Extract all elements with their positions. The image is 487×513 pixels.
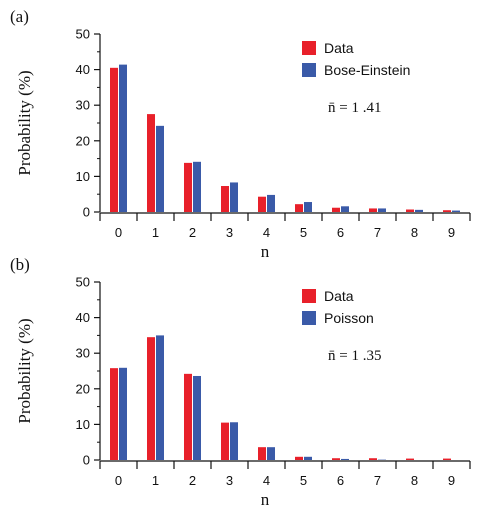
x-axis-title: n [261,242,270,261]
x-tick-label: 1 [152,225,159,240]
bar-model-n1 [156,335,164,460]
chart-panel-a: (a) 0 10 20 30 40 50 0 1 2 3 4 5 6 7 8 9 Probability (%) n… [10,7,471,261]
bar-data-n2 [184,162,192,212]
bar-model-n6 [341,206,349,212]
legend-swatch-data [302,289,316,303]
x-tick-label: 3 [226,473,233,488]
x-tick-label: 9 [448,473,455,488]
bar-data-n6 [332,207,340,212]
bar-data-n4 [258,196,266,212]
bar-data-n0 [110,368,118,460]
x-tick-label: 2 [189,225,196,240]
y-tick-label: 0 [83,453,90,468]
bar-model-n1 [156,125,164,212]
legend-label-data: Data [324,288,354,304]
x-tick-label: 3 [226,225,233,240]
x-tick-label: 9 [448,225,455,240]
bar-data-n1 [147,337,155,460]
x-tick-label: 4 [263,473,270,488]
bar-data-n8 [406,458,414,460]
bar-data-n6 [332,458,340,460]
x-tick-label: 7 [374,473,381,488]
bar-model-n2 [193,375,201,460]
y-axis-title: Probability (%) [15,70,34,175]
x-tick-label: 8 [411,225,418,240]
mean-annotation: n̄ = 1 .35 [328,348,381,364]
bar-model-n3 [230,422,238,460]
x-tick-label: 5 [300,225,307,240]
bar-model-n8 [415,209,423,212]
legend-label-model: Poisson [324,310,374,326]
panel-label: (b) [10,255,30,274]
bar-model-n7 [378,208,386,212]
x-tick-label: 2 [189,473,196,488]
y-tick-label: 40 [76,62,90,77]
y-tick-label: 40 [76,310,90,325]
legend-swatch-model [302,63,316,77]
y-tick-label: 20 [76,381,90,396]
bar-data-n0 [110,67,118,212]
x-tick-label: 4 [263,225,270,240]
legend-label-model: Bose-Einstein [324,62,410,78]
x-tick-label: 8 [411,473,418,488]
chart-panel-b: (b) 0 10 20 30 40 50 0 1 2 3 4 5 6 7 8 9 Probability (%) n… [10,255,471,509]
bar-model-n5 [304,456,312,460]
bar-model-n6 [341,458,349,460]
x-tick-label: 5 [300,473,307,488]
bar-data-n9 [443,458,451,460]
bar-data-n5 [295,204,303,212]
bar-model-n2 [193,161,201,212]
mean-annotation: n̄ = 1 .41 [328,100,381,116]
x-tick-label: 0 [115,473,122,488]
bar-model-n5 [304,202,312,212]
x-tick-label: 1 [152,473,159,488]
legend-swatch-data [302,41,316,55]
bar-data-n1 [147,114,155,212]
bar-data-n3 [221,422,229,460]
bar-data-n8 [406,209,414,212]
bar-data-n5 [295,456,303,460]
bar-data-n7 [369,208,377,212]
bar-model-n3 [230,182,238,212]
y-tick-label: 50 [76,275,90,290]
x-tick-label: 0 [115,225,122,240]
bar-data-n7 [369,458,377,460]
x-tick-label: 6 [337,473,344,488]
y-tick-label: 20 [76,133,90,148]
bar-data-n2 [184,373,192,460]
bar-model-n9 [452,210,460,212]
y-tick-label: 10 [76,169,90,184]
x-tick-label: 6 [337,225,344,240]
x-tick-label: 7 [374,225,381,240]
bar-model-n4 [267,194,275,212]
y-tick-label: 30 [76,346,90,361]
bar-model-n0 [119,64,127,212]
y-axis-title: Probability (%) [15,318,34,423]
bar-model-n4 [267,447,275,460]
y-tick-label: 50 [76,27,90,42]
y-tick-label: 0 [83,205,90,220]
bar-data-n4 [258,447,266,460]
bar-model-n0 [119,367,127,460]
legend-label-data: Data [324,40,354,56]
panel-label: (a) [10,7,29,26]
legend-swatch-model [302,311,316,325]
y-tick-label: 10 [76,417,90,432]
x-axis-title: n [261,490,270,509]
bar-data-n9 [443,210,451,212]
bar-data-n3 [221,186,229,212]
y-tick-label: 30 [76,98,90,113]
